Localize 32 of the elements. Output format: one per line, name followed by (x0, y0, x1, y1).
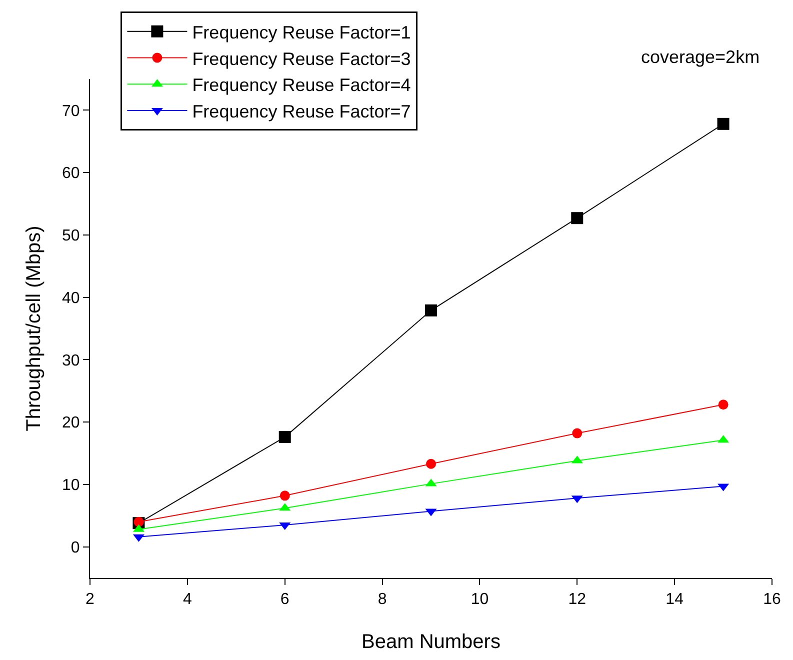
point (717, 118, 730, 130)
y-tick-label: 30 (62, 352, 80, 370)
point (278, 431, 291, 444)
x-tick-label: 2 (86, 591, 95, 608)
x-tick-label: 10 (470, 591, 489, 608)
y-tick-label: 10 (62, 477, 80, 494)
point (280, 490, 290, 501)
text: coverage=2km (641, 47, 760, 67)
point (134, 516, 144, 527)
point (572, 428, 582, 438)
legend-label: Frequency Reuse Factor=7 (192, 102, 411, 122)
legend-label: Frequency Reuse Factor=1 (192, 22, 411, 42)
x-tick-label: 16 (763, 591, 781, 608)
point (718, 400, 728, 410)
y-tick-label: 60 (62, 165, 80, 182)
x-tick-label: 4 (182, 591, 192, 608)
y-tick-label: 70 (62, 102, 80, 120)
x-axis-title: Beam Numbers (362, 631, 500, 653)
y-axis-title: Throughput/cell (Mbps) (23, 226, 45, 432)
y-tick-label: 0 (70, 539, 80, 556)
legend-label: Frequency Reuse Factor=4 (192, 75, 411, 96)
x-tick-label: 12 (568, 591, 586, 608)
y-tick-label: 50 (62, 228, 80, 245)
x-tick-label: 14 (666, 591, 684, 608)
x-tick-label: 6 (280, 591, 290, 608)
point (425, 304, 437, 316)
point (426, 458, 436, 469)
y-tick-label: 20 (62, 414, 80, 432)
point (571, 212, 584, 224)
x-tick-label: 8 (378, 591, 387, 608)
y-tick-label: 40 (62, 290, 80, 307)
legend-label: Frequency Reuse Factor=3 (192, 48, 411, 69)
